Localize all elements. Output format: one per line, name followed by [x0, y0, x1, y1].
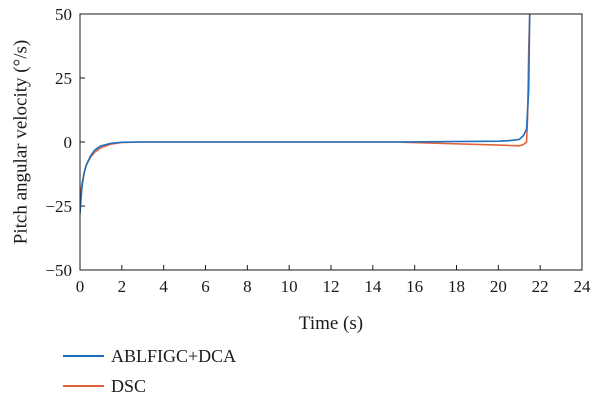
series-line-ablfigc-dca: [80, 14, 531, 214]
y-tick-label: 0: [64, 133, 73, 152]
x-tick-label: 24: [574, 277, 592, 296]
y-tick-label: −50: [45, 261, 72, 280]
y-axis-label: Pitch angular velocity (°/s): [10, 40, 31, 244]
legend: ABLFIGC+DCA DSC: [63, 346, 236, 396]
y-tick-label: −25: [45, 197, 72, 216]
x-axis-label: Time (s): [299, 313, 363, 334]
plot-frame: [79, 13, 583, 271]
x-tick-label: 2: [118, 277, 127, 296]
y-tick-label: 25: [55, 69, 72, 88]
x-tick-label: 22: [532, 277, 549, 296]
x-tick-label: 14: [364, 277, 382, 296]
legend-label-ablfigc-dca: ABLFIGC+DCA: [111, 346, 236, 366]
x-tick-label: 12: [323, 277, 340, 296]
x-tick-label: 16: [406, 277, 423, 296]
x-tick-label: 18: [448, 277, 465, 296]
x-tick-label: 4: [159, 277, 168, 296]
x-tick-label: 8: [243, 277, 252, 296]
x-tick-label: 10: [281, 277, 298, 296]
series-line-dsc: [80, 14, 531, 204]
x-tick-label: 0: [76, 277, 85, 296]
x-tick-label: 20: [490, 277, 507, 296]
x-tick-label: 6: [201, 277, 210, 296]
series-lines: [80, 14, 531, 214]
y-tick-label: 50: [55, 5, 72, 24]
legend-label-dsc: DSC: [111, 376, 146, 396]
